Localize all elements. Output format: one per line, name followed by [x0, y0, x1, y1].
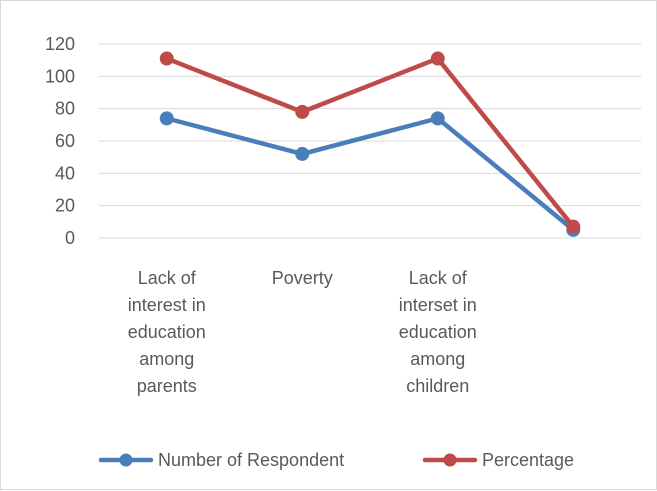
data-point — [159, 51, 174, 66]
y-tick-label: 20 — [55, 196, 75, 216]
data-point — [430, 51, 445, 66]
legend-marker-2 — [443, 453, 457, 467]
data-point — [159, 111, 174, 126]
x-category-label: Poverty — [272, 268, 333, 288]
x-category-label: children — [406, 376, 469, 396]
x-category-label: parents — [137, 376, 197, 396]
data-point — [566, 219, 581, 234]
x-category-label: among — [139, 349, 194, 369]
y-tick-label: 100 — [45, 66, 75, 86]
legend-label-1: Number of Respondent — [158, 450, 344, 470]
x-category-label: among — [410, 349, 465, 369]
x-category-label: Lack of — [409, 268, 468, 288]
x-category-label: Lack of — [138, 268, 197, 288]
x-category-label: interest in — [128, 295, 206, 315]
data-point — [295, 104, 310, 119]
data-point — [430, 111, 445, 126]
x-category-label: education — [399, 322, 477, 342]
y-tick-label: 60 — [55, 131, 75, 151]
x-category-label: interset in — [399, 295, 477, 315]
x-category-label: education — [128, 322, 206, 342]
legend-label-2: Percentage — [482, 450, 574, 470]
series-line-2 — [164, 56, 576, 229]
series-line-1 — [164, 116, 576, 233]
y-tick-label: 80 — [55, 99, 75, 119]
y-tick-label: 120 — [45, 34, 75, 54]
y-tick-label: 40 — [55, 163, 75, 183]
data-point — [295, 146, 310, 161]
legend-marker-1 — [119, 453, 133, 467]
y-tick-label: 0 — [65, 228, 75, 248]
